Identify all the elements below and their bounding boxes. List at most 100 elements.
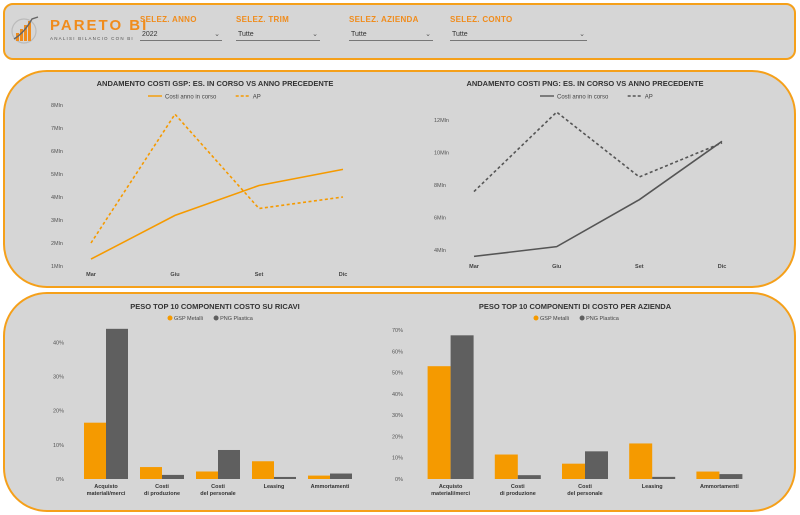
y-tick-label: 40%	[392, 392, 403, 398]
y-tick-label: 6Mln	[434, 215, 446, 221]
bar-1	[274, 476, 296, 479]
slicer-quarter-label: SELEZ. TRIM	[236, 15, 290, 24]
y-tick-label: 10Mln	[434, 151, 449, 157]
legend-label-0: GSP Metalli	[540, 316, 569, 322]
bar-1	[652, 476, 676, 479]
brand-tagline: ANALISI BILANCIO CON BI	[50, 36, 134, 41]
x-tick-label: Ammortamenti	[311, 484, 350, 490]
legend-label-0: Costi anno in corso	[165, 95, 217, 101]
slicer-quarter-value: Tutte	[238, 31, 254, 38]
x-tick-label: di produzione	[500, 491, 536, 497]
trend-panel	[3, 70, 796, 288]
slicer-account-dropdown[interactable]: Tutte ⌄	[450, 29, 587, 41]
y-tick-label: 70%	[392, 328, 403, 334]
slicer-account: SELEZ. CONTO Tutte ⌄	[450, 15, 587, 41]
gsp-trend-chart: Costi anno in corso AP 1Mln 2Mln 3Mln 4Mln 5Ml…	[51, 95, 348, 279]
x-tick-label: Acquisto	[94, 484, 118, 490]
bar-1	[585, 451, 608, 479]
x-tick-label: materiali/merci	[87, 491, 126, 497]
legend-swatch-1	[213, 315, 219, 321]
slicer-year-label: SELEZ. ANNO	[140, 15, 197, 24]
slicer-company: SELEZ. AZIENDA Tutte ⌄	[349, 15, 433, 41]
brand-name: PARETO BI	[50, 17, 149, 34]
weight-on-revenue-chart: GSP Metalli PNG Plastica 0% 10% 20% 30% 40% Acq…	[53, 315, 352, 497]
bar-0	[427, 366, 451, 479]
y-tick-label: 2Mln	[51, 241, 63, 247]
legend-label-0: GSP Metalli	[174, 316, 203, 322]
slicer-account-label: SELEZ. CONTO	[450, 15, 513, 24]
bar-0	[629, 443, 653, 479]
series-line-1	[473, 111, 723, 193]
bar-0	[84, 422, 106, 479]
x-tick-label: Leasing	[642, 484, 663, 490]
y-tick-label: 6Mln	[51, 149, 63, 155]
bar-1	[218, 449, 240, 479]
bar-0	[196, 471, 218, 479]
x-tick-label: Costi	[578, 484, 592, 490]
x-tick-label: Mar	[469, 264, 480, 270]
chevron-down-icon: ⌄	[425, 31, 431, 38]
bar-1	[330, 473, 352, 479]
y-tick-label: 1Mln	[51, 264, 63, 270]
bar-0	[140, 467, 162, 479]
legend-swatch-1	[579, 315, 585, 321]
bar-1	[517, 475, 541, 479]
weight-by-company-chart: GSP Metalli PNG Plastica 0% 10% 20% 30% 40% 50%…	[392, 315, 743, 497]
x-tick-label: di produzione	[144, 491, 180, 497]
filter-bar	[3, 3, 796, 60]
y-tick-label: 5Mln	[51, 172, 63, 178]
bar-0	[308, 475, 330, 479]
slicer-company-label: SELEZ. AZIENDA	[349, 15, 419, 24]
y-tick-label: 7Mln	[51, 126, 63, 132]
y-tick-label: 20%	[392, 434, 403, 440]
y-tick-label: 4Mln	[434, 248, 446, 254]
legend-label-1: PNG Plastica	[220, 316, 254, 322]
series-line-0	[90, 168, 344, 260]
y-tick-label: 10%	[53, 443, 64, 449]
x-tick-label: Dic	[339, 272, 348, 278]
legend-label-1: PNG Plastica	[586, 316, 620, 322]
x-tick-label: Costi	[511, 484, 525, 490]
legend-swatch-0	[167, 315, 173, 321]
slicer-quarter-dropdown[interactable]: Tutte ⌄	[236, 29, 320, 41]
x-tick-label: Ammortamenti	[700, 484, 739, 490]
x-tick-label: materiali/merci	[431, 491, 470, 497]
bar-1	[719, 474, 743, 479]
y-tick-label: 3Mln	[51, 218, 63, 224]
weight-by-company-title: PESO TOP 10 COMPONENTI DI COSTO PER AZIE…	[478, 302, 672, 311]
x-tick-label: Giu	[170, 272, 179, 278]
pareto-logo-icon	[11, 16, 39, 44]
x-tick-label: Giu	[552, 264, 561, 270]
y-tick-label: 0%	[56, 477, 64, 483]
y-tick-label: 50%	[392, 371, 403, 377]
png-trend-title: ANDAMENTO COSTI PNG: ES. IN CORSO VS ANN…	[466, 79, 704, 88]
x-tick-label: del personale	[200, 491, 235, 497]
bar-1	[162, 474, 184, 479]
y-tick-label: 12Mln	[434, 118, 449, 124]
y-tick-label: 40%	[53, 340, 64, 346]
slicer-company-value: Tutte	[351, 31, 367, 38]
slicer-year: SELEZ. ANNO 2022 ⌄	[140, 15, 222, 41]
y-tick-label: 20%	[53, 409, 64, 415]
y-tick-label: 30%	[392, 413, 403, 419]
bar-0	[494, 454, 518, 479]
chevron-down-icon: ⌄	[579, 31, 585, 38]
x-tick-label: Mar	[86, 272, 97, 278]
slicer-year-dropdown[interactable]: 2022 ⌄	[140, 29, 222, 41]
slicer-year-value: 2022	[142, 31, 158, 38]
legend-label-1: AP	[253, 95, 261, 101]
x-tick-label: Costi	[155, 484, 169, 490]
bar-0	[696, 471, 720, 479]
legend-swatch-0	[533, 315, 539, 321]
png-trend-chart: Costi anno in corso AP 4Mln 6Mln 8Mln 10Mln 12…	[434, 95, 726, 271]
y-tick-label: 8Mln	[434, 183, 446, 189]
y-tick-label: 4Mln	[51, 195, 63, 201]
bar-1	[106, 328, 128, 479]
x-tick-label: Leasing	[264, 484, 285, 490]
composition-panel	[3, 292, 796, 512]
y-tick-label: 60%	[392, 349, 403, 355]
x-tick-label: Costi	[211, 484, 225, 490]
slicer-company-dropdown[interactable]: Tutte ⌄	[349, 29, 433, 41]
x-tick-label: Set	[635, 264, 644, 270]
legend-label-1: AP	[645, 95, 653, 101]
